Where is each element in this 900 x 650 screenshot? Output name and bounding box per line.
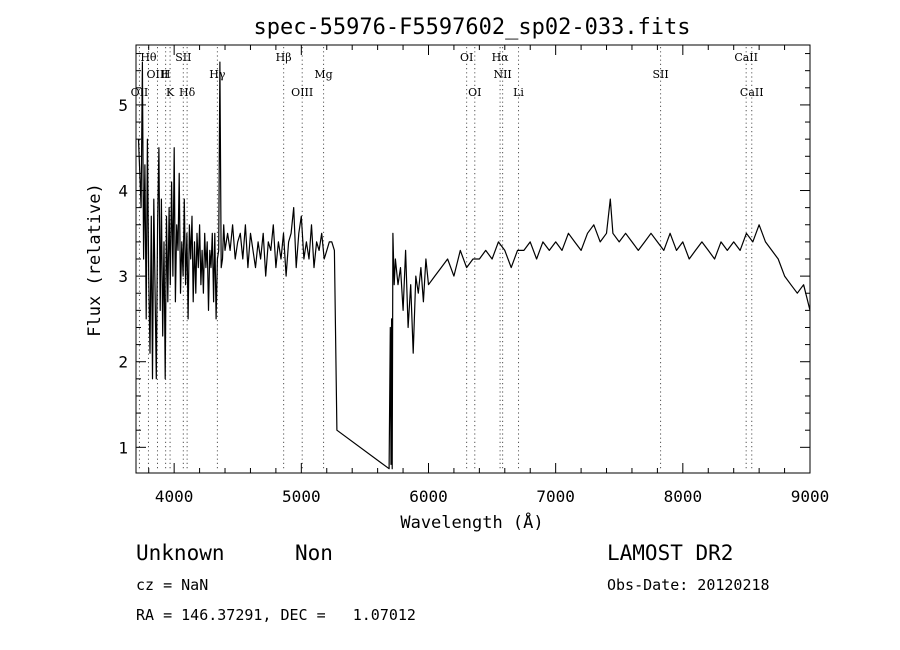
x-axis: 4000 5000 6000 7000 8000 9000	[148, 45, 830, 506]
y-tick-label: 4	[118, 182, 128, 201]
x-tick-label: 6000	[409, 487, 448, 506]
y-tick-label: 3	[118, 267, 128, 286]
spectral-line-label: Hβ	[276, 51, 292, 64]
object-subclass: Non	[295, 541, 333, 565]
spectral-line-label: NII	[493, 68, 511, 81]
spectral-line-label: Li	[513, 86, 524, 99]
spectral-line-label: OI	[468, 86, 481, 99]
spectral-line-label: CaII	[740, 86, 764, 99]
y-axis: 1 2 3 4 5	[118, 53, 810, 457]
object-class: Unknown	[136, 541, 225, 565]
y-tick-label: 2	[118, 353, 128, 372]
spectral-line-label: Mg	[314, 68, 332, 81]
spectral-line-label: Hδ	[179, 86, 196, 99]
spectral-line-label: SII	[175, 51, 191, 64]
y-axis-label: Flux (relative)	[85, 183, 105, 337]
observation-date: Obs-Date: 20120218	[607, 576, 770, 594]
y-tick-label: 5	[118, 96, 128, 115]
spectral-line-label: Hγ	[209, 68, 226, 81]
chart-title: spec-55976-F5597602_sp02-033.fits	[253, 15, 690, 40]
spectral-line-label: OI	[460, 51, 473, 64]
spectral-line-label: H	[161, 68, 171, 81]
redshift-cz: cz = NaN	[136, 576, 208, 594]
spectral-line-label: OII	[131, 86, 149, 99]
x-tick-label: 5000	[282, 487, 321, 506]
spectral-line-label: SII	[652, 68, 668, 81]
x-axis-label: Wavelength (Å)	[400, 511, 543, 533]
x-tick-label: 4000	[155, 487, 194, 506]
y-tick-label: 1	[118, 438, 128, 457]
spectral-line-label: Hα	[492, 51, 510, 64]
x-tick-label: 7000	[536, 487, 575, 506]
survey-name: LAMOST DR2	[607, 541, 733, 565]
x-tick-label: 9000	[791, 487, 830, 506]
spectrum-line	[137, 61, 811, 470]
spectral-line-label: OIII	[291, 86, 313, 99]
x-tick-label: 8000	[664, 487, 703, 506]
spectral-line-label: K	[166, 86, 175, 99]
coordinates: RA = 146.37291, DEC = 1.07012	[136, 606, 416, 624]
spectral-line-label: OIII	[146, 68, 168, 81]
spectral-line-label: CaII	[734, 51, 758, 64]
line-markers	[138, 47, 753, 471]
spectral-line-label: Hθ	[140, 51, 157, 64]
